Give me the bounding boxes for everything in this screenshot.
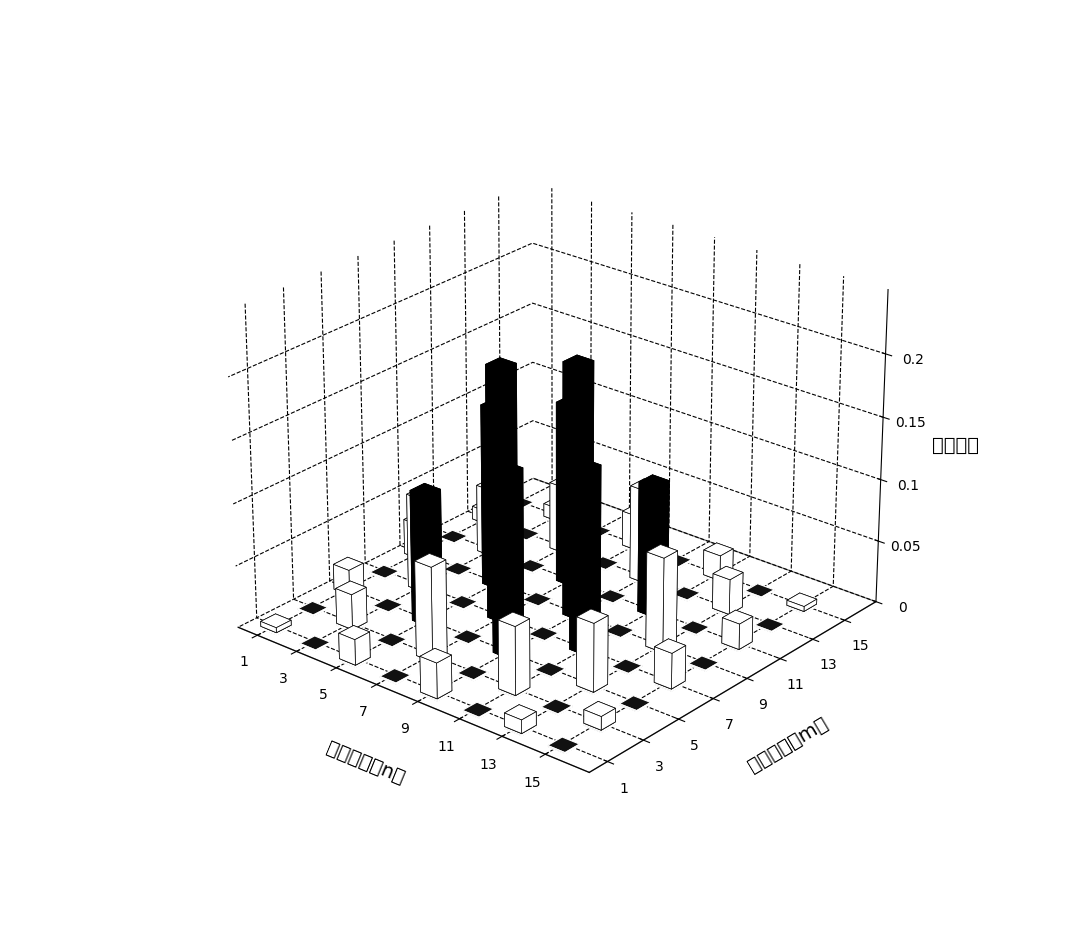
X-axis label: 模式序数（n）: 模式序数（n） (324, 738, 407, 787)
Y-axis label: 模式序数（m）: 模式序数（m） (744, 713, 831, 776)
